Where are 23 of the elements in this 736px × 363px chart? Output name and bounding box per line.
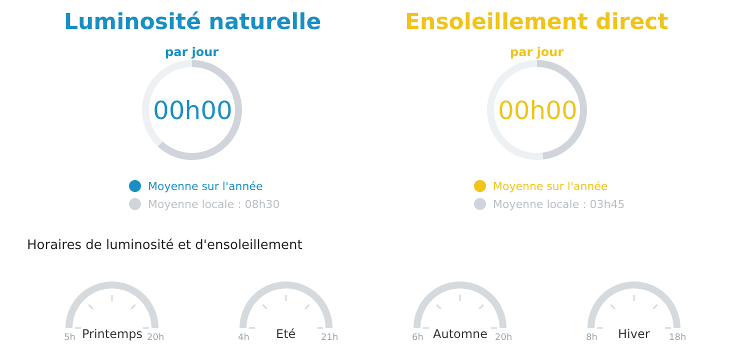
text: 8h xyxy=(586,333,598,343)
category-label: Eté xyxy=(276,327,296,341)
text: 20h xyxy=(147,333,164,343)
text: 21h xyxy=(321,333,338,343)
text: Horaires de luminosité et d'ensoleillement xyxy=(27,238,302,253)
category-label: Automne xyxy=(433,327,488,341)
category-label: Hiver xyxy=(618,327,650,341)
category-label: Printemps xyxy=(82,327,143,341)
chart-subtitle: par jour xyxy=(510,45,564,59)
text: 20h xyxy=(495,333,512,343)
legend-label: Moyenne sur l'année xyxy=(148,180,263,193)
text: 4h xyxy=(238,333,250,343)
text: 00h00 xyxy=(153,96,232,125)
legend-label: Moyenne locale : 08h30 xyxy=(148,198,280,211)
chart-title: Luminosité naturelle xyxy=(64,10,322,35)
legend-label: Moyenne locale : 03h45 xyxy=(493,198,625,211)
text: 18h xyxy=(669,333,686,343)
chart-title: Ensoleillement direct xyxy=(405,10,669,35)
text: 5h xyxy=(64,333,76,343)
text: 00h00 xyxy=(498,96,578,125)
chart-subtitle: par jour xyxy=(165,45,219,59)
legend-label: Moyenne sur l'année xyxy=(493,180,608,193)
text: 6h xyxy=(412,333,424,343)
